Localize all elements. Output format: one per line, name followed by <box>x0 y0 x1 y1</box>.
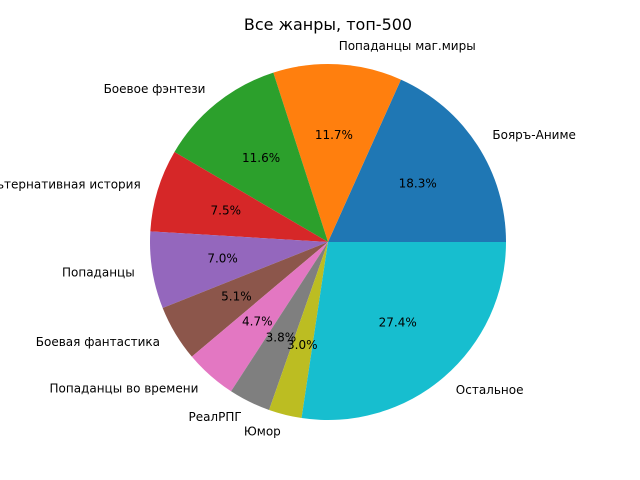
slice-label-2: Боевое фэнтези <box>104 82 206 96</box>
slice-labels: Бояръ-Аниме Попаданцы маг.миры Боевое фэнт… <box>0 39 576 439</box>
pie-slice-2 <box>174 72 328 242</box>
pie-slice-9 <box>301 242 507 421</box>
pie-slice-5 <box>162 242 328 357</box>
slice-percent-labels: 18.3% 11.7% 11.6% 7.5% 7.0% 5.1% 4.7%3.8%3.0% 2… <box>207 128 436 352</box>
slice-label-9: Остальное <box>456 383 524 397</box>
pie-slice-1 <box>273 63 401 242</box>
slice-percent-4: 7.0% <box>207 252 238 266</box>
slice-label-1: Попаданцы маг.миры <box>339 39 476 53</box>
slice-percent-7: 3.8% <box>266 330 297 344</box>
pie-slice-7 <box>231 242 328 410</box>
slice-percent-2: 11.6% <box>242 151 280 165</box>
slice-percent-5: 5.1% <box>221 289 252 303</box>
pie-slice-8 <box>269 242 328 419</box>
slice-label-3: Альтернативная история <box>0 178 141 192</box>
pie-slice-6 <box>191 242 328 392</box>
slice-percent-9: 27.4% <box>379 315 417 329</box>
slice-percent-0: 18.3% <box>399 177 437 191</box>
slice-label-6: Попаданцы во времени <box>49 381 198 395</box>
slice-label-5: Боевая фантастика <box>36 335 160 349</box>
slice-label-0: Бояръ-Аниме <box>492 128 576 142</box>
slice-label-7: РеалРПГ <box>188 410 241 424</box>
slice-percent-6: 4.7% <box>242 315 273 329</box>
pie-slice-3 <box>150 151 328 242</box>
chart-title: Все жанры, топ-500 <box>244 15 412 34</box>
pie-slice-4 <box>150 231 328 308</box>
slice-percent-1: 11.7% <box>315 128 353 142</box>
slice-label-8: Юмор <box>244 425 281 439</box>
slice-label-4: Попаданцы <box>62 266 135 280</box>
pie-slices <box>150 63 507 421</box>
pie-slice-0 <box>328 79 506 243</box>
slice-percent-8: 3.0% <box>287 338 318 352</box>
slice-percent-3: 7.5% <box>211 203 242 217</box>
